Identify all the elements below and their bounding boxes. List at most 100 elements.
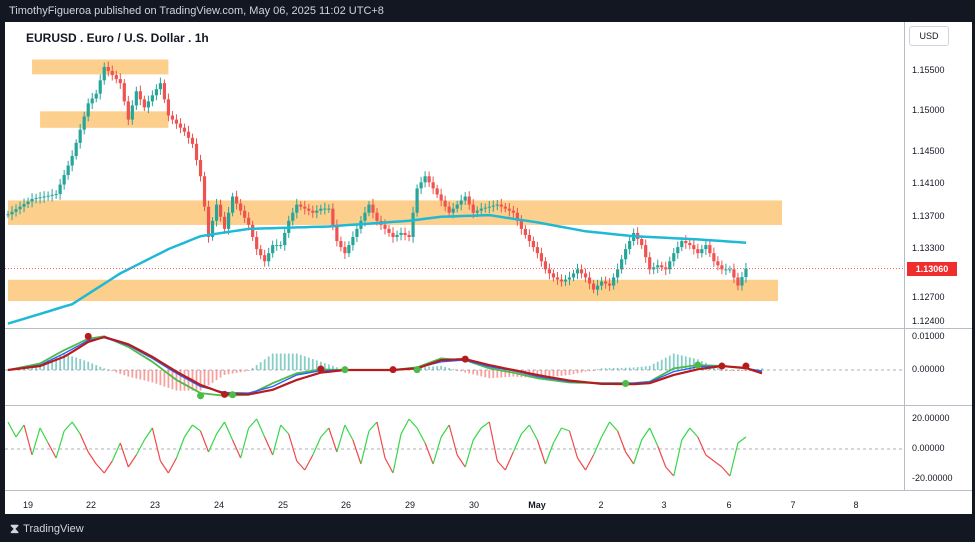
macd-histogram-bar [448, 368, 451, 370]
macd-histogram-bar [135, 370, 138, 379]
candle-body [515, 212, 519, 221]
candle-body [255, 236, 259, 250]
candle-body [214, 204, 219, 221]
candle-body [688, 243, 692, 246]
candle-body [70, 156, 74, 166]
oscillator-segment [609, 421, 619, 432]
macd-histogram-bar [235, 370, 238, 373]
macd-histogram-bar [179, 370, 182, 391]
macd-histogram-bar [183, 370, 186, 391]
macd-histogram-bar [432, 366, 435, 370]
macd-histogram-bar [656, 361, 659, 370]
macd-histogram-bar [215, 370, 218, 381]
candle-body [624, 249, 628, 260]
candle-body [230, 196, 235, 213]
candle-body [263, 255, 267, 262]
macd-histogram-bar [596, 369, 599, 371]
candle-body [387, 228, 391, 233]
price-axis-tick: 1.12700 [912, 291, 945, 302]
candle-body [335, 224, 339, 242]
candle-body [106, 66, 110, 71]
candle-body [744, 268, 748, 278]
candle-body [283, 232, 287, 246]
macd-histogram-bar [540, 370, 543, 378]
oscillator-segment [536, 439, 546, 465]
oscillator-segment [344, 424, 354, 441]
macd-histogram-bar [99, 366, 102, 370]
candle-body [483, 207, 487, 209]
candle-body [235, 196, 239, 204]
macd-cross-marker [461, 355, 469, 363]
symbol-title[interactable]: EURUSD . Euro / U.S. Dollar . 1h [26, 31, 209, 45]
candle-body [728, 269, 732, 271]
pane-divider-oscillator[interactable] [5, 405, 972, 406]
candle-body [479, 208, 483, 211]
oscillator-segment [352, 439, 362, 465]
candle-body [190, 137, 195, 144]
macd-histogram-bar [139, 370, 142, 380]
candle-body [375, 212, 379, 221]
macd-histogram-bar [716, 368, 719, 370]
macd-histogram-bar [636, 367, 639, 370]
candle-body [499, 204, 503, 207]
macd-cross-marker [389, 366, 397, 374]
macd-histogram-bar [464, 370, 467, 373]
candle-body [692, 245, 696, 250]
candle-body [174, 119, 179, 124]
macd-histogram-bar [59, 355, 62, 370]
candle-body [616, 269, 620, 278]
oscillator-axis-tick: 20.00000 [912, 413, 950, 423]
oscillator-segment [464, 439, 474, 468]
candle-body [122, 83, 126, 102]
pane-divider-macd[interactable] [5, 328, 972, 329]
oscillator-segment [224, 421, 234, 441]
oscillator-segment [649, 427, 659, 447]
candle-body [247, 217, 251, 225]
macd-histogram-bar [43, 361, 45, 370]
candle-body [383, 224, 387, 229]
macd-histogram-bar [227, 370, 230, 375]
macd-histogram-bar [323, 363, 326, 370]
candle-body [202, 176, 207, 207]
macd-histogram-bar [604, 368, 607, 370]
tradingview-logo[interactable]: ⧗ TradingView [10, 521, 84, 537]
candle-body [439, 194, 443, 201]
macd-histogram-bar [123, 370, 126, 376]
tradingview-brand: TradingView [23, 523, 84, 535]
time-axis-tick: 8 [853, 500, 859, 510]
macd-histogram-bar [315, 360, 318, 370]
candle-body [447, 206, 451, 213]
pane-divider-axis[interactable] [5, 490, 972, 491]
macd-histogram-bar [757, 368, 759, 370]
time-axis-tick: 30 [468, 500, 480, 510]
macd-histogram-bar [163, 370, 166, 387]
candle-body [82, 116, 86, 130]
candle-body [712, 253, 716, 262]
candle-body [243, 210, 247, 218]
oscillator-segment [552, 427, 562, 444]
oscillator-segment [705, 454, 715, 462]
candle-body [34, 198, 38, 200]
macd-histogram-bar [251, 367, 254, 370]
candle-body [599, 281, 604, 286]
macd-histogram-bar [725, 370, 727, 371]
macd-histogram-bar [424, 366, 427, 370]
macd-histogram-bar [87, 361, 90, 370]
candle-body [271, 245, 275, 254]
currency-label[interactable]: USD [909, 26, 949, 46]
oscillator-segment [512, 433, 522, 453]
price-scale-border[interactable] [904, 22, 905, 490]
macd-histogram-bar [203, 370, 206, 389]
candle-body [724, 269, 728, 271]
candle-body [503, 206, 507, 209]
candle-body [210, 220, 215, 237]
candle-body [319, 208, 323, 211]
chart-canvas[interactable] [5, 22, 972, 514]
oscillator-segment [544, 442, 555, 465]
candle-body [182, 127, 187, 132]
candle-body [571, 273, 576, 278]
macd-histogram-bar [267, 356, 270, 370]
macd-histogram-bar [733, 370, 735, 371]
oscillator-segment [95, 463, 105, 474]
